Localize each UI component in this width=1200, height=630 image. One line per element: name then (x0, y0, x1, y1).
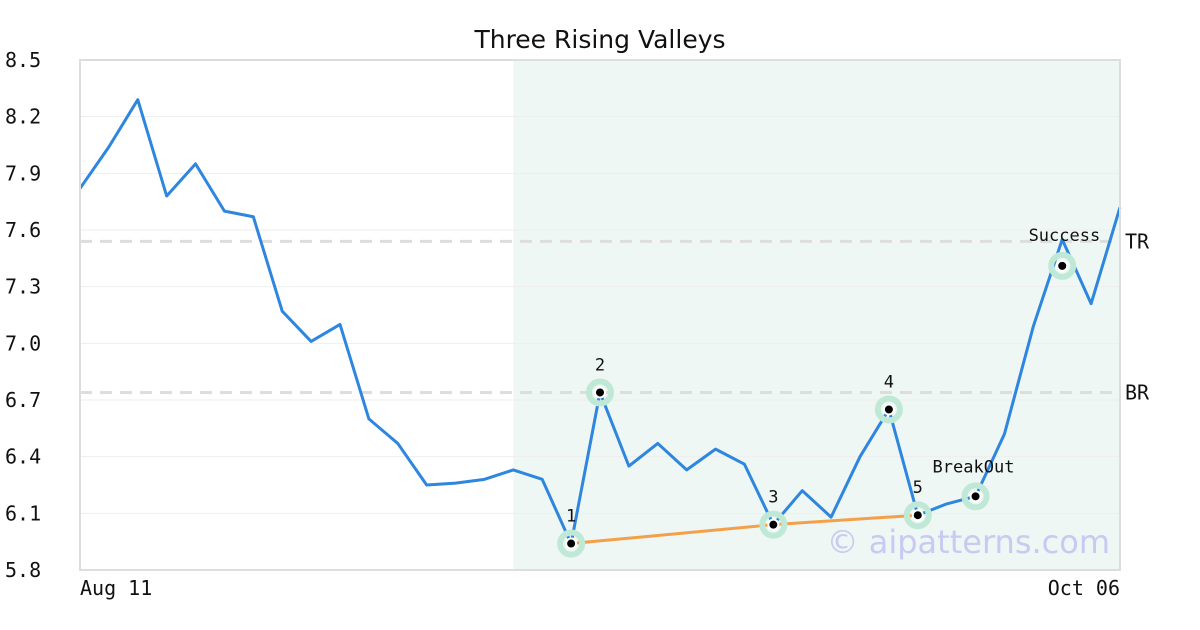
marker-halo (759, 510, 788, 539)
annotation-labels: TR BR 1 2 3 4 5 BreakOut Success (566, 226, 1150, 527)
y-tick-label: 6.1 (5, 501, 41, 525)
marker-point (911, 509, 924, 522)
markers-layer (557, 251, 1077, 558)
y-tick-label: 7.3 (5, 275, 41, 299)
marker-label: 1 (566, 507, 576, 527)
level-label: TR (1125, 229, 1150, 253)
y-tick-label: 7.6 (5, 218, 41, 242)
marker-label: 2 (595, 355, 605, 375)
x-tick-label: Oct 06 (1048, 576, 1120, 600)
marker-label: BreakOut (933, 457, 1015, 477)
marker-label: 3 (768, 488, 778, 508)
marker-point (594, 386, 606, 399)
level-label: BR (1125, 380, 1150, 404)
marker-label: Success (1029, 226, 1101, 246)
marker-point (1056, 259, 1069, 272)
y-tick-label: 6.7 (5, 388, 41, 412)
marker-halo (903, 501, 932, 530)
plot-frame (79, 59, 1121, 571)
y-axis-ticks: 5.8 6.1 6.4 6.7 7.0 7.3 7.6 7.9 8.2 8.5 (5, 48, 41, 582)
x-tick-label: Aug 11 (80, 576, 152, 600)
y-tick-label: 8.5 (5, 48, 41, 72)
highlight-region-layer (513, 60, 1120, 570)
y-tick-label: 7.0 (5, 331, 41, 355)
marker-label: 5 (913, 478, 923, 498)
marker-point (565, 537, 578, 550)
highlight-region (513, 60, 1120, 570)
y-tick-label: 6.4 (5, 445, 41, 469)
marker-halo (586, 378, 614, 407)
marker-halo (961, 482, 990, 511)
marker-halo (874, 395, 903, 424)
x-axis-ticks: Aug 11 Oct 06 (80, 576, 1120, 600)
marker-label: 4 (884, 372, 894, 392)
marker-halo (1048, 251, 1077, 280)
y-tick-label: 7.9 (5, 161, 41, 185)
watermark: © aipatterns.com (827, 523, 1110, 561)
marker-point (767, 518, 780, 531)
y-tick-label: 5.8 (5, 558, 41, 582)
chart-title: Three Rising Valleys (473, 25, 725, 54)
marker-halo (557, 529, 586, 558)
marker-point (969, 490, 982, 503)
y-tick-label: 8.2 (5, 105, 41, 129)
marker-point (882, 403, 895, 416)
